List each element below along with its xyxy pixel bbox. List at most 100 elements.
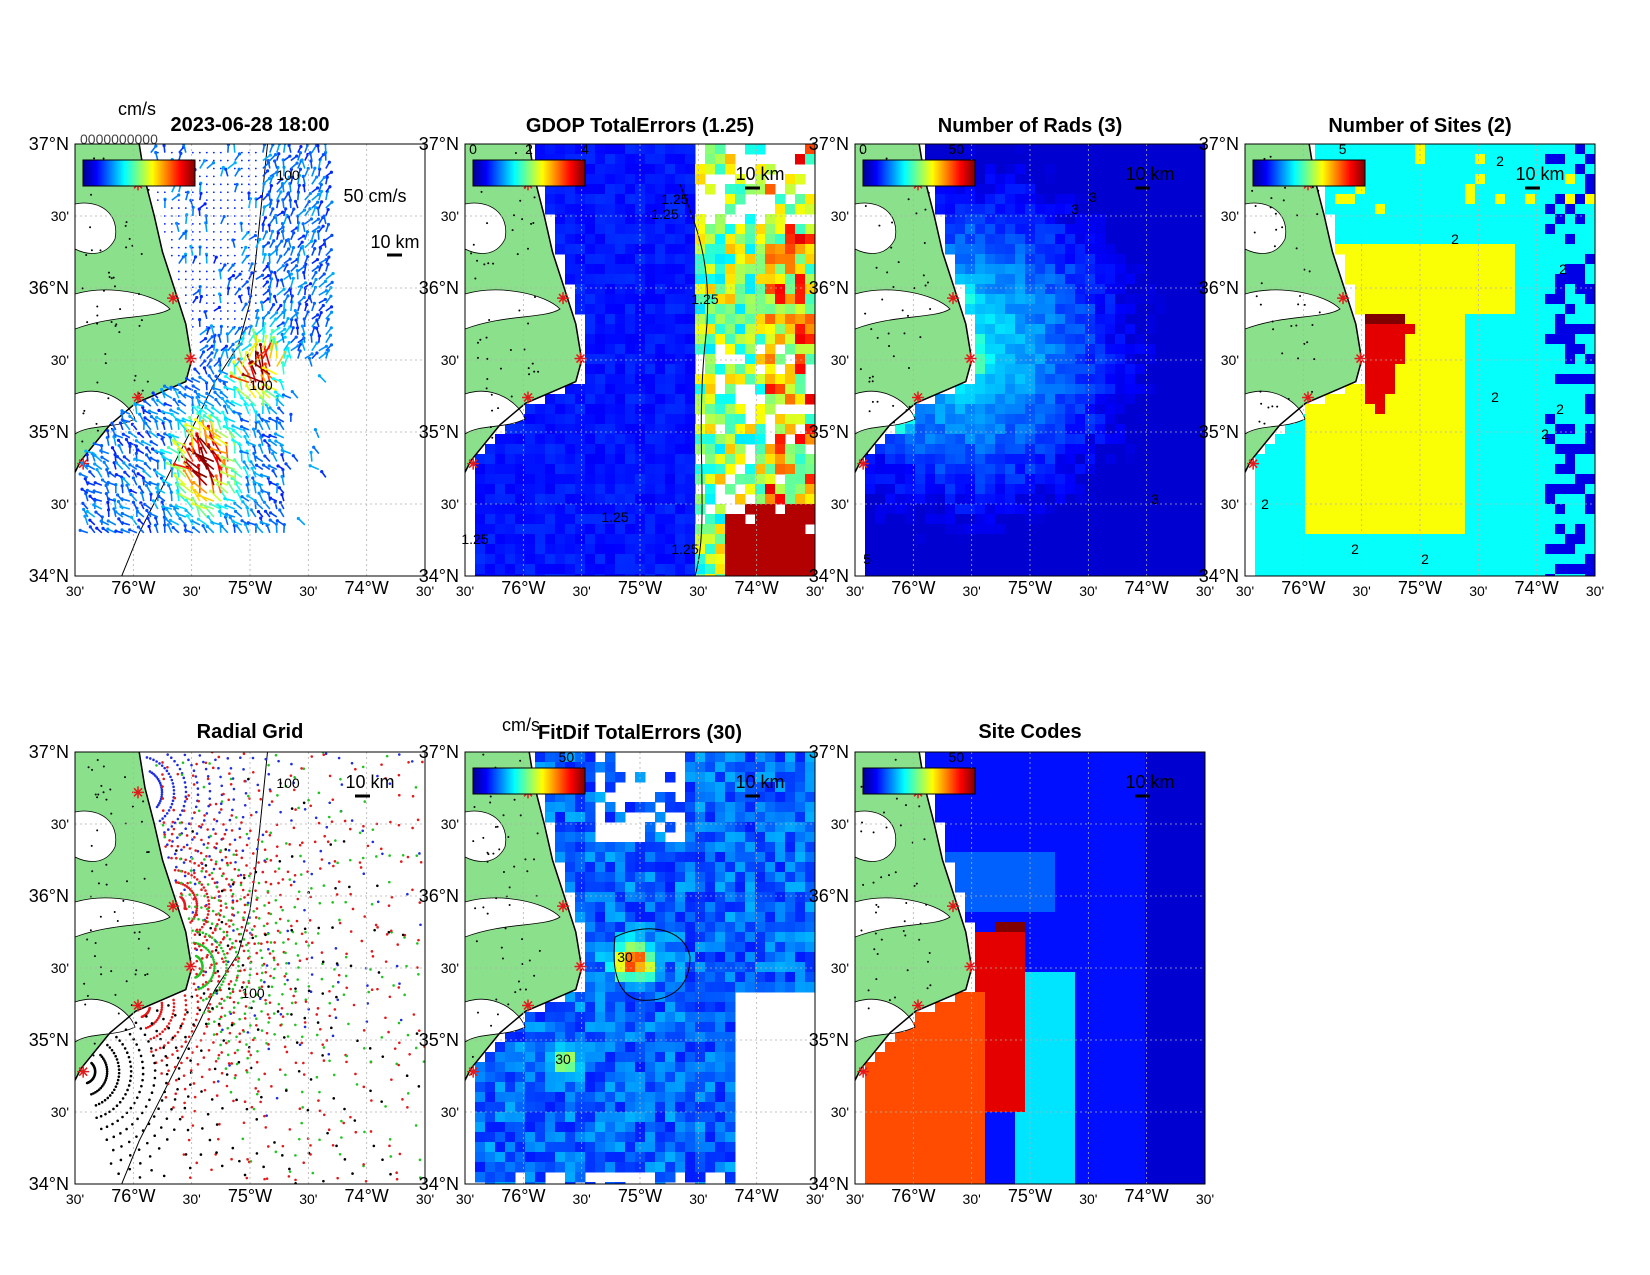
current-vector — [226, 246, 229, 249]
heat-cell — [695, 324, 706, 335]
current-vector-head — [183, 393, 187, 397]
heat-cell — [975, 214, 986, 225]
heat-cell — [545, 524, 556, 535]
current-vector-head — [116, 499, 121, 504]
heat-cell — [1095, 284, 1106, 295]
current-vector — [247, 223, 250, 225]
heat-cell — [865, 574, 876, 576]
heat-cell — [605, 194, 616, 205]
heat-cell — [1035, 454, 1046, 465]
heat-cell — [725, 264, 736, 275]
current-vector — [198, 230, 201, 233]
shoreline-dot — [108, 276, 111, 279]
heat-cell — [1125, 414, 1136, 425]
heat-cell — [925, 424, 936, 435]
heat-cell — [1035, 214, 1046, 225]
heat-cell — [795, 344, 806, 355]
current-vector — [184, 246, 187, 249]
heat-cell — [1155, 504, 1166, 515]
current-vector — [163, 223, 166, 225]
heat-cell — [775, 574, 786, 576]
heat-cell — [565, 184, 576, 195]
heat-cell — [1575, 154, 1586, 165]
current-vector — [163, 215, 166, 217]
heat-cell — [875, 454, 886, 465]
heat-cell — [545, 474, 556, 485]
heat-cell — [715, 444, 726, 455]
heat-cell — [675, 204, 686, 215]
current-vector — [198, 310, 201, 312]
heat-cell — [1155, 364, 1166, 375]
heat-cell — [665, 464, 676, 475]
current-vector — [191, 310, 194, 312]
heat-cell — [655, 444, 666, 455]
heat-cell — [905, 444, 916, 455]
current-vector — [185, 499, 194, 510]
current-vector-head — [128, 414, 132, 418]
heat-cell — [945, 194, 956, 205]
heat-cell — [725, 224, 736, 235]
current-vector — [233, 310, 236, 312]
heat-cell — [655, 414, 666, 425]
current-vector-head — [106, 497, 111, 501]
heat-cell — [585, 314, 596, 325]
heat-cell — [565, 194, 576, 205]
heat-cell — [615, 464, 626, 475]
shoreline-dot — [104, 362, 107, 365]
heat-cell — [1055, 444, 1066, 455]
heat-cell — [1165, 324, 1176, 335]
current-vector-head — [100, 478, 105, 482]
heat-cell — [695, 234, 706, 245]
current-vector-head — [144, 453, 149, 457]
heat-cell — [945, 494, 956, 505]
heat-cell — [645, 414, 656, 425]
current-vector — [226, 318, 229, 320]
heat-cell — [755, 284, 766, 295]
shoreline-dot — [476, 341, 479, 344]
current-vector — [238, 358, 250, 375]
heat-cell — [595, 384, 606, 395]
heat-cell — [575, 464, 586, 475]
current-vector — [182, 455, 201, 471]
heat-cell — [1465, 174, 1476, 185]
heat-cell — [595, 344, 606, 355]
heat-cell — [1175, 314, 1186, 325]
heat-cell — [975, 154, 986, 165]
heat-cell — [625, 244, 636, 255]
heat-cell — [945, 464, 956, 475]
heat-cell — [675, 304, 686, 315]
heat-cell — [1585, 144, 1595, 155]
heat-cell — [935, 474, 946, 485]
heat-cell — [615, 374, 626, 385]
current-vector-head — [287, 247, 291, 251]
heat-cell — [1195, 154, 1205, 165]
heat-cell — [705, 444, 716, 455]
current-vector — [210, 503, 222, 510]
heat-cell — [1045, 374, 1056, 385]
heat-cell — [1425, 194, 1436, 205]
heat-cell — [1045, 524, 1056, 535]
current-vector-head — [83, 514, 87, 518]
heat-cell — [1145, 184, 1156, 195]
heat-cell — [555, 194, 566, 205]
heat-cell — [1105, 234, 1116, 245]
heat-cell — [555, 474, 566, 485]
heat-cell — [1585, 154, 1595, 165]
lat-tick-label: 34°N — [809, 566, 849, 586]
heat-cell — [555, 214, 566, 225]
heat-cell — [1525, 174, 1536, 185]
shoreline-dot — [924, 284, 927, 287]
heat-cell — [515, 534, 526, 545]
current-vector-head — [280, 493, 284, 497]
heat-cell — [1165, 304, 1176, 315]
heat-cell — [1005, 374, 1016, 385]
heat-cell — [1015, 154, 1026, 165]
heat-cell — [875, 554, 886, 565]
heat-cell — [1045, 244, 1056, 255]
heat-cell — [505, 474, 516, 485]
heat-cell — [1125, 254, 1136, 265]
current-vector-head — [101, 526, 105, 530]
heat-cell — [785, 394, 796, 405]
heat-cell — [765, 184, 776, 195]
heat-cell — [735, 554, 746, 565]
